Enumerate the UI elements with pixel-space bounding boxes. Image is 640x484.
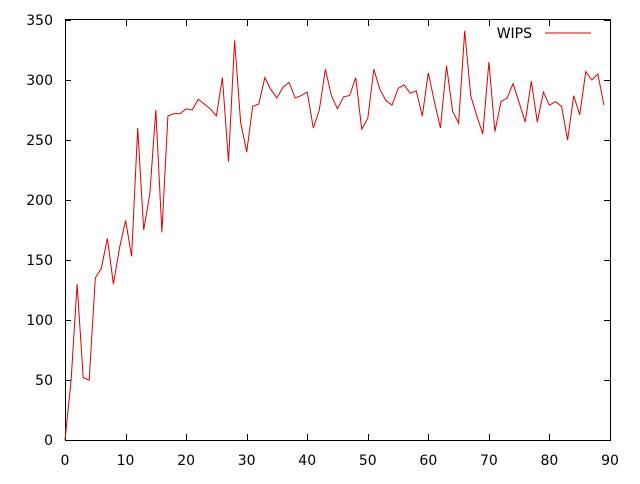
legend: WIPS — [497, 26, 591, 42]
x-axis-tick-labels: 0 10 20 30 40 50 60 70 80 90 — [61, 453, 619, 469]
x-tick-label: 90 — [601, 453, 619, 469]
y-tick-label: 200 — [26, 193, 53, 209]
x-tick-label: 20 — [177, 453, 195, 469]
x-tick-label: 70 — [480, 453, 498, 469]
x-tick-label: 50 — [359, 453, 377, 469]
x-tick-label: 30 — [238, 453, 256, 469]
x-tick-label: 40 — [298, 453, 316, 469]
y-tick-label: 350 — [26, 13, 53, 29]
x-tick-label: 80 — [541, 453, 559, 469]
plot-frame — [65, 19, 611, 441]
y-tick-label: 250 — [26, 133, 53, 149]
x-tick-label: 60 — [419, 453, 437, 469]
x-tick-label: 10 — [117, 453, 135, 469]
y-axis-ticks — [65, 20, 610, 441]
y-tick-label: 0 — [44, 433, 53, 449]
y-tick-label: 100 — [26, 313, 53, 329]
y-tick-label: 50 — [35, 373, 53, 389]
y-axis-tick-labels: 0 50 100 150 200 250 300 350 — [26, 13, 53, 449]
series-layer — [64, 30, 605, 441]
y-tick-label: 150 — [26, 253, 53, 269]
x-tick-label: 0 — [61, 453, 70, 469]
y-tick-label: 300 — [26, 73, 53, 89]
series-line-wips — [64, 30, 605, 441]
legend-label-wips: WIPS — [497, 26, 532, 42]
x-axis-ticks — [65, 20, 611, 440]
